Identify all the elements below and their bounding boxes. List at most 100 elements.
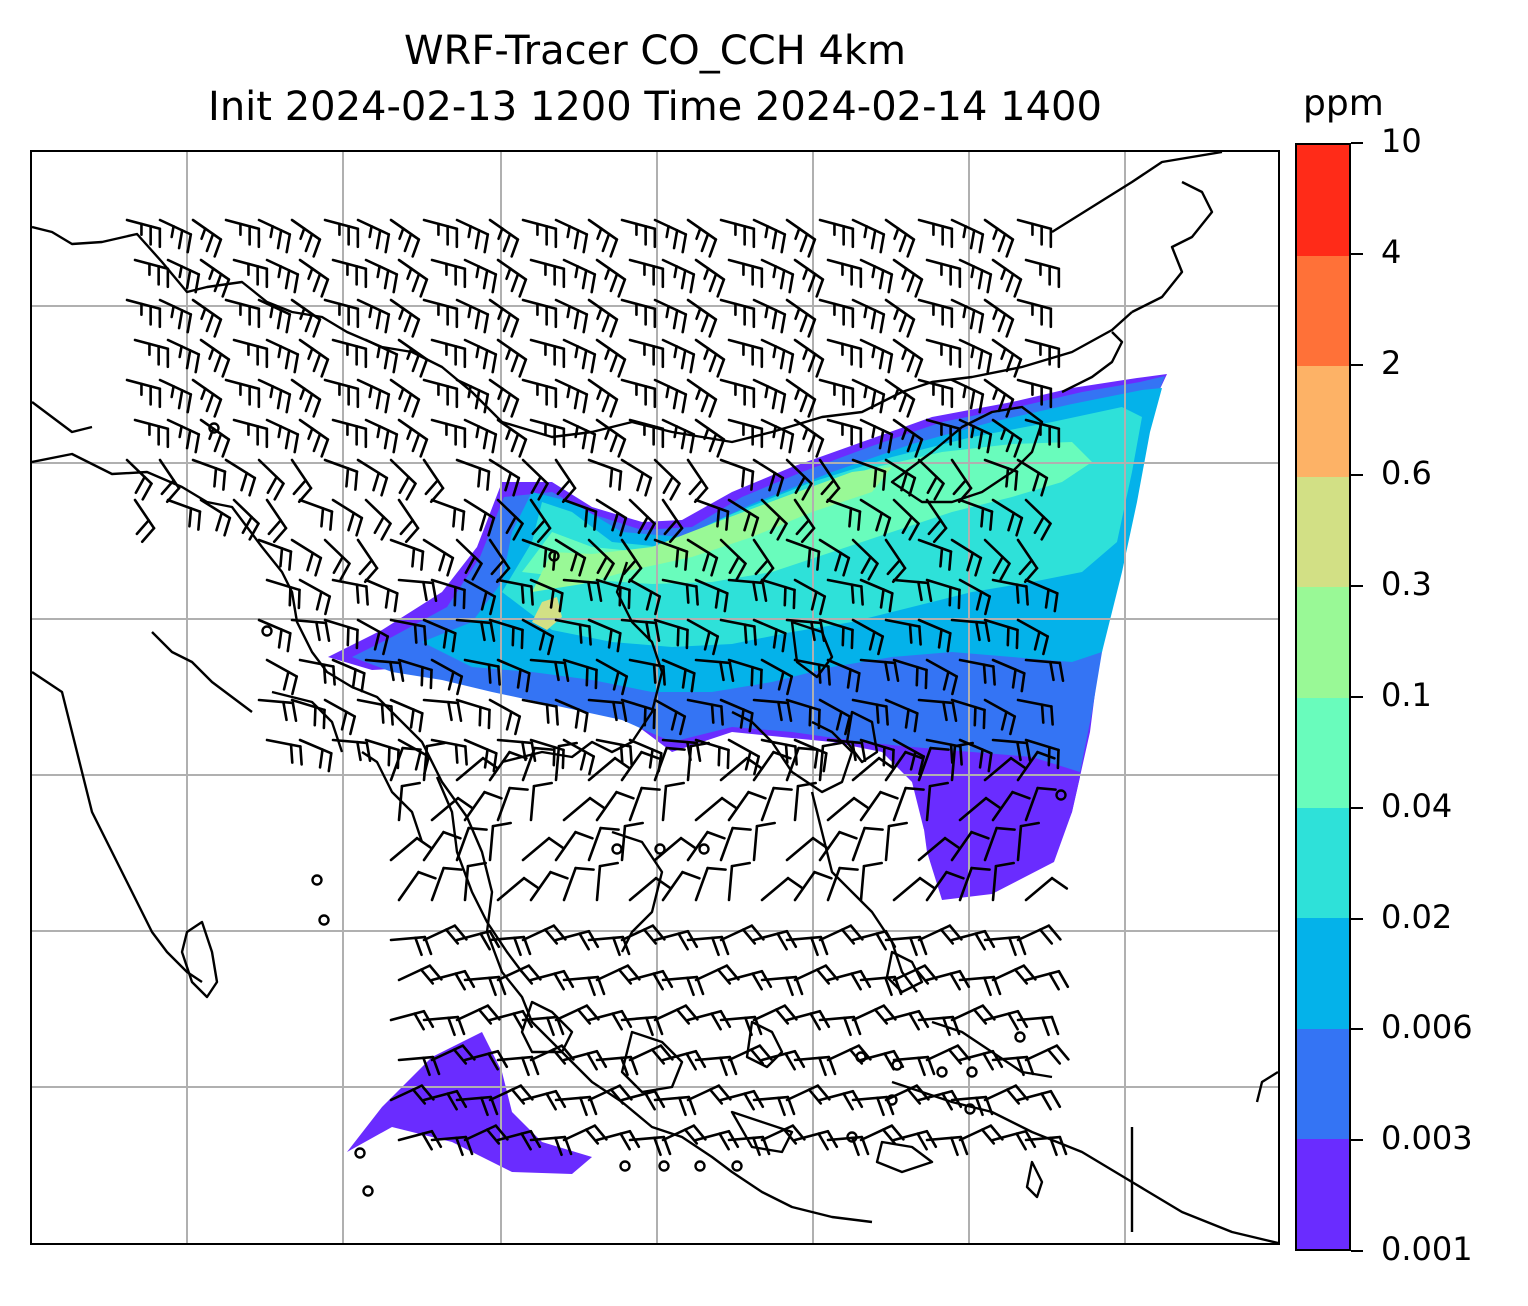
wind-barb-icon [620,821,644,862]
coastline [730,1110,794,1154]
wind-barb-icon [224,298,261,329]
wind-barb-icon [521,746,554,782]
wind-barb-icon [785,298,817,338]
wind-barb-icon [719,218,756,249]
wind-barb-icon [859,658,900,682]
coastline [180,920,219,999]
wind-barb-icon [587,756,632,782]
wind-barb-icon [620,378,657,409]
wind-barb-icon [628,258,665,289]
wind-barb-icon [265,658,299,696]
wind-barb-icon [793,338,825,378]
wind-barb-icon [356,298,391,334]
wind-barb-icon [719,756,764,782]
wind-barb-icon [389,746,422,782]
wind-barb-icon [892,258,924,298]
wind-barb-icon [752,750,792,782]
wind-barb-icon [133,338,170,369]
wind-barb-icon [620,698,656,730]
coastline [810,791,918,993]
wind-barb-icon [521,458,549,501]
wind-barb-icon [430,258,467,289]
wind-barb-icon [892,658,928,690]
wind-barb-icon [587,378,619,418]
wind-barb-icon [364,498,392,541]
colorbar-tick [1351,1250,1363,1252]
colorbar-tick-label: 0.6 [1381,454,1432,493]
wind-barb-icon [686,698,724,726]
wind-barb-icon [1016,618,1050,656]
wind-barb-icon [290,538,323,577]
wind-barb-icon [455,538,483,581]
wind-barb-icon [661,578,699,606]
wind-barb-icon [653,698,687,736]
wind-barb-icon [925,781,949,822]
coastline [845,710,879,764]
wind-barb-icon [991,418,1023,458]
wind-barb-icon [488,378,520,418]
wind-barb-icon [290,618,331,642]
wind-barb-icon [488,698,522,736]
wind-barb-icon [529,338,566,369]
wind-barb-icon [323,378,360,409]
wind-barb-icon [1016,1015,1060,1037]
wind-barb-icon [125,458,153,501]
wind-barb-icon [653,378,688,414]
wind-barb-icon [859,338,894,374]
wind-barb-icon [488,618,524,650]
wind-barb-icon [191,218,223,258]
wind-barb-icon [562,338,597,374]
wind-barb-icon [851,756,896,782]
wind-barb-icon [917,618,952,653]
wind-barb-icon [422,298,459,329]
colorbar-tick [1351,1028,1363,1031]
coastline [435,776,523,973]
wind-barb-icon [785,746,818,782]
wind-barb-icon [257,698,298,722]
wind-barb-icon [1016,218,1053,249]
wind-barb-icon [917,836,962,862]
colorbar-tick-label: 0.02 [1381,897,1453,936]
wind-barb-icon [554,378,589,414]
wind-barb-icon [430,578,466,610]
wind-barb-icon [257,618,292,653]
coastline [271,690,344,753]
wind-barb-icon [628,876,673,902]
wind-barb-icon [133,258,170,289]
wind-barb-icon [430,796,475,822]
wind-barb-icon [826,738,867,762]
wind-barb-icon [884,618,922,646]
wind-barb-icon [595,861,619,902]
wind-barb-icon [125,378,162,409]
wind-barb-icon [760,498,788,541]
wind-barb-icon [958,498,994,531]
wind-barb-icon [653,836,698,862]
wind-barb-icon [851,826,884,862]
wind-barb-icon [925,418,962,449]
wind-barb-icon [620,298,657,329]
wind-barb-icon [496,786,529,822]
wind-barb-icon [158,298,193,334]
wind-barb-icon [694,578,729,613]
wind-barb-icon [224,458,257,497]
wind-barb-icon [529,258,566,289]
wind-barb-icon [356,618,390,656]
colorbar-tick-label: 10 [1381,122,1422,160]
wind-barb-icon [694,498,730,531]
wind-barb-icon [892,876,937,902]
wind-barb-icon [595,258,627,298]
wind-barb-icon [793,738,828,773]
wind-barb-icon [760,338,795,374]
colorbar-tick [1351,806,1363,809]
wind-barb-icon [826,796,871,822]
wind-barb-icon [826,866,859,902]
wind-barb-icon [1024,1135,1068,1157]
wind-barb-icon [265,498,288,544]
colorbar-segment [1297,476,1349,588]
wind-barb-icon [818,218,855,249]
wind-barb-icon [859,498,892,537]
wind-barb-icon [760,786,793,822]
colorbar [1295,143,1351,1251]
wind-barb-icon [991,338,1023,378]
wind-barb-icon [463,418,498,454]
